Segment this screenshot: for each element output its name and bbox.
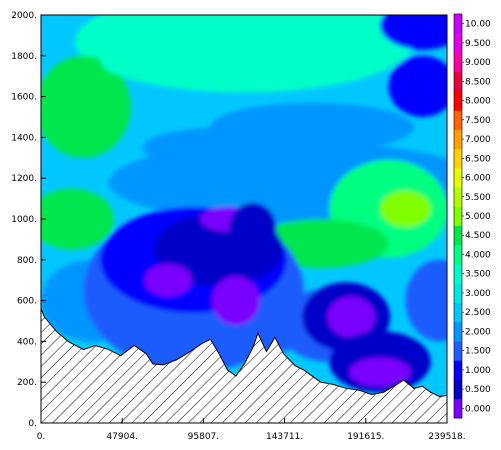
contour-region [41, 55, 131, 158]
colorbar-label: 3.500 [465, 270, 491, 280]
y-tick-label: 1400. [11, 133, 37, 143]
colorbar-label: 4.000 [465, 250, 491, 260]
colorbar-label: 0.500 [465, 385, 491, 395]
y-tick-label: 200. [17, 378, 37, 388]
y-tick-label: 1200. [11, 174, 37, 184]
contour-field [41, 15, 447, 423]
y-tick-label: 1600. [11, 93, 37, 103]
colorbar-label: 2.000 [465, 327, 491, 337]
colorbar-swatch [454, 379, 462, 400]
colorbar-swatch [454, 167, 462, 188]
contour-region [261, 290, 303, 352]
colorbar-label: 2.500 [465, 308, 491, 318]
contour-region [229, 202, 277, 256]
colorbar-swatch [454, 33, 462, 53]
colorbar-swatch [454, 206, 462, 227]
colorbar-swatch [454, 225, 462, 246]
y-tick-label: 2000. [11, 11, 37, 21]
colorbar-label: 8.500 [465, 77, 491, 87]
contour-region [100, 41, 186, 79]
colorbar-swatch [454, 129, 462, 150]
y-tick-label: 1800. [11, 52, 37, 62]
contour-region [405, 259, 447, 342]
colorbar-label: 3.000 [465, 289, 491, 299]
y-tick-label: 1000. [11, 215, 37, 225]
colorbar-swatch [454, 264, 462, 284]
colorbar-swatch [454, 90, 462, 111]
colorbar-swatch [454, 283, 462, 303]
colorbar-label: 1.000 [465, 366, 491, 376]
x-tick-label: 95807. [188, 432, 220, 442]
colorbar-label: 8.000 [465, 97, 491, 107]
contour-region [212, 276, 260, 326]
y-tick-label: 0. [28, 419, 37, 429]
colorbar-swatch [454, 302, 462, 323]
colorbar-label: 6.000 [465, 174, 491, 184]
colorbar-swatch [454, 52, 462, 73]
colorbar-label: 9.500 [465, 39, 491, 49]
contour-region [142, 127, 313, 168]
colorbar-label: 1.500 [465, 347, 491, 357]
colorbar-swatch [454, 244, 462, 265]
colorbar-swatch [454, 341, 462, 361]
contour-region [41, 188, 114, 250]
terrain-hatched-area [41, 308, 447, 423]
x-tick-label: 0. [37, 432, 46, 442]
colorbar-label: 4.500 [465, 231, 491, 241]
x-axis: 0. 47904. 95807. 143711. 191615. 239518. [37, 418, 466, 442]
colorbar-label: 5.000 [465, 212, 491, 222]
x-tick-label: 47904. [106, 432, 138, 442]
colorbar-swatch [454, 398, 462, 419]
y-tick-label: 800. [17, 256, 37, 266]
contour-region [144, 263, 192, 297]
y-tick-label: 600. [17, 297, 37, 307]
contour-region [349, 357, 411, 387]
colorbar-label: 10.00 [465, 20, 491, 30]
contour-region [388, 55, 447, 117]
colorbar-swatch [454, 187, 462, 207]
colorbar-swatch [454, 321, 462, 342]
colorbar-swatch [454, 360, 462, 380]
colorbar-label: 7.000 [465, 135, 491, 145]
colorbar-label: 7.500 [465, 116, 491, 126]
contour-region [380, 190, 431, 228]
colorbar-swatch [454, 148, 462, 169]
colorbar-label: 0.000 [465, 404, 491, 414]
contour-region [380, 15, 447, 50]
y-tick-label: 400. [17, 337, 37, 347]
colorbar-label: 6.500 [465, 154, 491, 164]
colorbar-swatch [454, 110, 462, 130]
x-tick-label: 239518. [428, 432, 465, 442]
colorbar-swatch [454, 14, 462, 34]
x-tick-label: 191615. [347, 432, 384, 442]
colorbar-label: 9.000 [465, 58, 491, 68]
colorbar-swatch [454, 71, 462, 92]
y-axis: 0. 200. 400. 600. 800. 1000. 1200. 1400. 1600. 18… [11, 11, 46, 429]
colorbar-label: 5.500 [465, 193, 491, 203]
contour-region [327, 296, 375, 338]
colorbar: 0.000 0.500 1.000 1.500 2.000 2.500 3.000 3.500… [453, 13, 491, 419]
x-tick-label: 143711. [266, 432, 303, 442]
